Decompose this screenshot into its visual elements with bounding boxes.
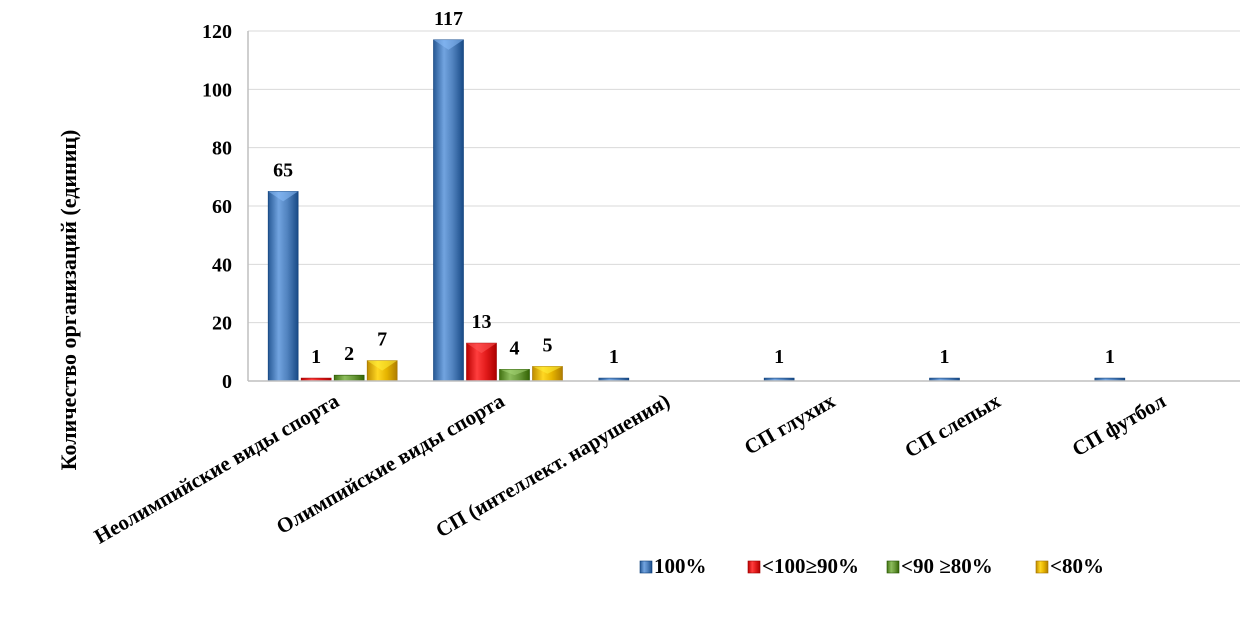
x-category-label: СП глухих	[740, 388, 840, 459]
bar-bevel	[499, 369, 530, 376]
data-label: 1	[609, 346, 619, 368]
y-tick-label: 100	[202, 79, 232, 101]
y-tick-label: 0	[222, 371, 232, 393]
y-tick-label: 80	[212, 138, 232, 160]
bars-layer	[267, 39, 1126, 382]
bar-bevel	[268, 191, 299, 202]
data-label: 4	[510, 337, 520, 359]
y-tick-label: 60	[212, 196, 232, 218]
x-category-label: СП футбол	[1068, 388, 1170, 461]
data-label: 117	[434, 8, 463, 30]
data-label: 7	[377, 329, 387, 351]
bar	[333, 374, 365, 382]
bar-bevel	[367, 360, 398, 371]
data-label: 65	[273, 159, 293, 181]
data-label: 1	[1105, 346, 1115, 368]
data-label: 5	[543, 334, 553, 356]
bar	[433, 39, 464, 382]
y-tick-label: 20	[212, 313, 232, 335]
bar	[267, 191, 299, 382]
bar-bevel	[433, 39, 464, 50]
data-label: 1	[774, 346, 784, 368]
data-label: 1	[940, 346, 950, 368]
data-label: 2	[344, 343, 354, 365]
bar-bevel	[532, 366, 563, 374]
data-labels-layer: 65 1 2 7 117 13 4 5 1 1 1 1	[273, 8, 1115, 368]
bar-bevel	[466, 343, 497, 354]
data-label: 1	[311, 346, 321, 368]
data-label: 13	[472, 311, 492, 333]
y-tick-label: 120	[202, 21, 232, 43]
legend-swatch	[639, 560, 653, 574]
legend-label: <100≥90%	[762, 554, 859, 578]
legend-label: <80%	[1050, 554, 1104, 578]
x-category-label: СП слепых	[901, 388, 1005, 462]
legend-label: 100%	[654, 554, 707, 578]
legend-swatch	[747, 560, 761, 574]
legend-swatch	[886, 560, 900, 574]
legend-label: <90 ≥80%	[901, 554, 993, 578]
y-tick-label: 40	[212, 254, 232, 276]
y-axis-title: Количество организаций (единиц)	[56, 130, 81, 471]
legend-swatch	[1035, 560, 1049, 574]
legend: 100% <100≥90% <90 ≥80% <80%	[639, 554, 1104, 578]
grid-layer	[248, 30, 1240, 324]
